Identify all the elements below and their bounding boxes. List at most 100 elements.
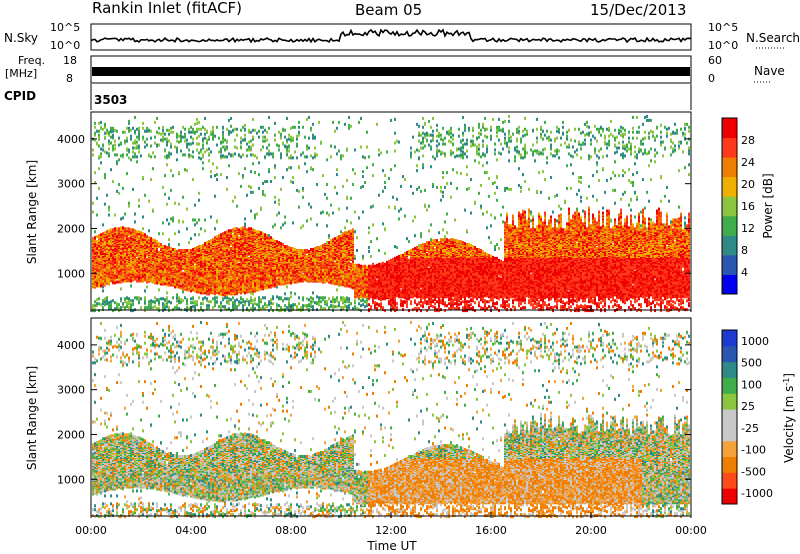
range-gate-cell (258, 296, 260, 300)
range-gate-cell (230, 116, 232, 120)
range-gate-cell (108, 130, 110, 134)
range-gate-cell (134, 252, 136, 256)
range-gate-cell (266, 180, 268, 184)
range-gate-cell (244, 300, 246, 304)
range-gate-cell (242, 174, 244, 178)
range-gate-cell (118, 239, 120, 243)
range-gate-cell (200, 148, 202, 152)
range-gate-cell (168, 196, 170, 200)
range-gate-cell (184, 153, 186, 157)
range-gate-cell (142, 126, 144, 130)
range-gate-cell (94, 131, 96, 135)
range-gate-cell (128, 148, 130, 152)
range-gate-cell (100, 125, 102, 129)
range-gate-cell (144, 289, 146, 293)
range-gate-cell (156, 240, 158, 244)
range-gate-cell (130, 306, 132, 310)
range-gate-cell (238, 172, 240, 176)
range-gate-cell (136, 238, 138, 242)
range-gate-cell (96, 240, 98, 244)
range-gate-cell (100, 273, 102, 277)
range-gate-cell (254, 128, 256, 132)
range-gate-cell (198, 134, 200, 138)
range-gate-cell (102, 282, 104, 286)
range-gate-cell (126, 272, 128, 276)
range-gate-cell (136, 160, 138, 164)
range-gate-cell (158, 232, 160, 236)
range-gate-cell (234, 299, 236, 303)
range-gate-cell (104, 173, 106, 177)
range-gate-cell (156, 281, 158, 285)
range-gate-cell (270, 306, 272, 310)
range-gate-cell (116, 258, 118, 262)
range-gate-cell (122, 277, 124, 281)
range-gate-cell (198, 127, 200, 131)
range-gate-cell (170, 169, 172, 173)
range-gate-cell (212, 128, 214, 132)
range-gate-cell (96, 266, 98, 270)
range-gate-cell (246, 298, 248, 302)
range-gate-cell (222, 136, 224, 140)
range-gate-cell (206, 304, 208, 308)
range-gate-cell (116, 307, 118, 311)
range-gate-cell (192, 218, 194, 222)
range-gate-cell (94, 138, 96, 142)
range-gate-cell (118, 249, 120, 253)
range-gate-cell (236, 305, 238, 309)
range-gate-cell (224, 305, 226, 309)
nsearch-label: N.Search (746, 31, 800, 45)
range-gate-cell (176, 139, 178, 143)
range-gate-cell (132, 265, 134, 269)
range-gate-cell (96, 298, 98, 302)
range-gate-cell (210, 170, 212, 174)
range-gate-cell (142, 176, 144, 180)
range-gate-cell (110, 141, 112, 145)
range-gate-cell (180, 134, 182, 138)
range-gate-cell (154, 120, 156, 124)
range-gate-cell (262, 130, 264, 134)
range-gate-cell (150, 302, 152, 306)
range-gate-cell (102, 265, 104, 269)
range-gate-cell (160, 282, 162, 286)
range-gate-cell (180, 269, 182, 273)
range-gate-cell (180, 149, 182, 153)
range-gate-cell (198, 120, 200, 124)
range-gate-cell (270, 236, 272, 240)
range-gate-cell (126, 296, 128, 300)
range-gate-cell (158, 303, 160, 307)
range-gate-cell (110, 168, 112, 172)
range-gate-cell (108, 281, 110, 285)
range-gate-cell (136, 127, 138, 131)
range-gate-cell (112, 135, 114, 139)
range-gate-cell (148, 229, 150, 233)
range-gate-cell (232, 301, 234, 305)
range-gate-cell (92, 252, 94, 256)
range-gate-cell (154, 135, 156, 139)
range-gate-cell (104, 150, 106, 154)
range-gate-cell (126, 301, 128, 305)
range-gate-cell (268, 126, 270, 130)
range-gate-cell (102, 270, 104, 274)
range-gate-cell (108, 213, 110, 217)
range-gate-cell (182, 256, 184, 260)
range-gate-cell (166, 137, 168, 141)
range-gate-cell (118, 303, 120, 307)
range-gate-cell (204, 136, 206, 140)
range-gate-cell (208, 147, 210, 151)
range-gate-cell (228, 164, 230, 168)
freq-label-line2: [MHz] (5, 67, 37, 80)
range-gate-cell (204, 127, 206, 131)
range-gate-cell (92, 255, 94, 259)
range-gate-cell (218, 136, 220, 140)
range-gate-cell (170, 257, 172, 261)
range-gate-cell (98, 234, 100, 238)
range-gate-cell (118, 254, 120, 258)
range-gate-cell (176, 148, 178, 152)
range-gate-cell (186, 274, 188, 278)
range-gate-cell (154, 247, 156, 251)
range-gate-cell (228, 302, 230, 306)
range-gate-cell (236, 298, 238, 302)
range-gate-cell (120, 154, 122, 158)
range-gate-cell (114, 307, 116, 311)
range-gate-cell (210, 239, 212, 243)
